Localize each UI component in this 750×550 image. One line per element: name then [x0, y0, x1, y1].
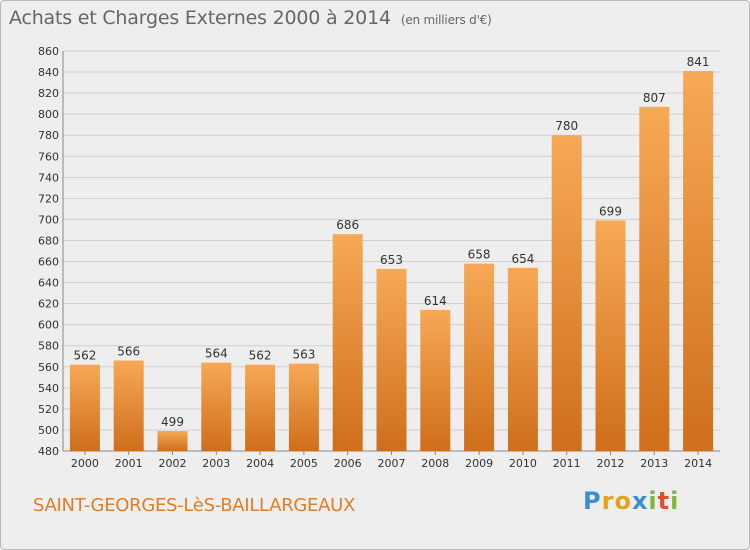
x-tick-label: 2003 — [202, 457, 230, 470]
data-label: 807 — [643, 91, 666, 105]
logo-letter: t — [657, 487, 671, 515]
y-tick-label: 860 — [38, 45, 59, 58]
y-tick-label: 600 — [38, 319, 59, 332]
y-tick-label: 520 — [38, 403, 59, 416]
x-tick-label: 2006 — [334, 457, 362, 470]
x-tick-label: 2007 — [378, 457, 406, 470]
x-tick-label: 2001 — [115, 457, 143, 470]
bar — [464, 263, 495, 451]
y-tick-label: 500 — [38, 424, 59, 437]
x-tick-label: 2009 — [465, 457, 493, 470]
bar — [157, 431, 188, 451]
data-label: 658 — [468, 248, 491, 262]
y-tick-label: 820 — [38, 87, 59, 100]
data-label: 780 — [555, 119, 578, 133]
y-tick-label: 540 — [38, 382, 59, 395]
y-tick-label: 580 — [38, 340, 59, 353]
chart-title-text: Achats et Charges Externes 2000 à 2014 — [9, 7, 391, 29]
y-tick-label: 840 — [38, 66, 59, 79]
y-tick-label: 480 — [38, 445, 59, 458]
y-tick-label: 560 — [38, 361, 59, 374]
y-tick-label: 660 — [38, 256, 59, 269]
data-label: 614 — [424, 294, 447, 308]
x-tick-label: 2004 — [246, 457, 274, 470]
data-label: 499 — [161, 415, 184, 429]
data-label: 686 — [336, 218, 359, 232]
y-tick-label: 780 — [38, 129, 59, 142]
bar — [595, 220, 626, 451]
x-tick-label: 2012 — [597, 457, 625, 470]
data-label: 566 — [117, 344, 140, 358]
y-tick-label: 760 — [38, 150, 59, 163]
logo-letter: i — [670, 487, 680, 515]
chart-unit: (en milliers d'€) — [400, 13, 492, 27]
data-label: 653 — [380, 253, 403, 267]
x-tick-label: 2013 — [640, 457, 668, 470]
bar — [245, 364, 276, 451]
logo-letter: r — [601, 487, 615, 515]
data-label: 564 — [205, 347, 228, 361]
x-tick-label: 2000 — [71, 457, 99, 470]
proxiti-logo: Proxiti — [583, 487, 679, 515]
logo-letter: x — [631, 487, 649, 515]
data-label: 563 — [292, 348, 315, 362]
x-tick-label: 2014 — [684, 457, 712, 470]
y-tick-label: 680 — [38, 234, 59, 247]
data-label: 841 — [687, 55, 710, 69]
x-tick-label: 2008 — [421, 457, 449, 470]
logo-letter: i — [648, 487, 658, 515]
x-tick-label: 2011 — [553, 457, 581, 470]
bar — [551, 135, 582, 452]
logo-letter: P — [583, 487, 602, 515]
logo-letter: o — [614, 487, 632, 515]
x-tick-label: 2005 — [290, 457, 318, 470]
bar — [69, 364, 100, 451]
bar — [201, 362, 232, 451]
y-tick-label: 620 — [38, 298, 59, 311]
y-tick-label: 700 — [38, 213, 59, 226]
y-tick-label: 720 — [38, 192, 59, 205]
y-tick-label: 800 — [38, 108, 59, 121]
bar — [376, 268, 407, 451]
data-label: 562 — [249, 349, 272, 363]
x-tick-label: 2010 — [509, 457, 537, 470]
city-name: SAINT-GEORGES-LèS-BAILLARGEAUX — [33, 495, 356, 516]
bar — [113, 360, 144, 451]
bar — [420, 309, 451, 451]
chart-title: Achats et Charges Externes 2000 à 2014 (e… — [9, 7, 492, 29]
bar — [639, 106, 670, 451]
bar — [507, 267, 538, 451]
y-tick-label: 740 — [38, 171, 59, 184]
bar — [683, 71, 714, 451]
data-label: 654 — [511, 252, 534, 266]
data-label: 562 — [73, 349, 96, 363]
data-label: 699 — [599, 204, 622, 218]
bar — [332, 234, 363, 451]
x-tick-label: 2002 — [159, 457, 187, 470]
bar — [288, 363, 319, 451]
y-tick-label: 640 — [38, 277, 59, 290]
